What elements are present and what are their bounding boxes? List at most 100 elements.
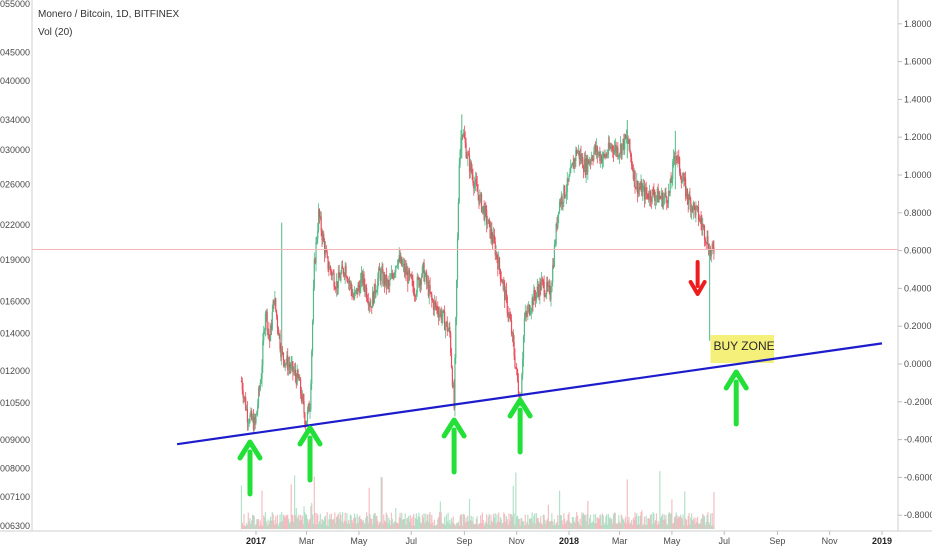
- volume-bar: [291, 514, 293, 529]
- volume-bar: [564, 519, 566, 529]
- volume-bar: [277, 525, 279, 529]
- volume-bar: [540, 516, 542, 529]
- candle-body: [272, 300, 274, 312]
- candle-body: [606, 154, 609, 156]
- volume-bar: [528, 518, 531, 529]
- candle-body: [290, 363, 292, 369]
- volume-bar: [427, 521, 429, 529]
- candle-body: [622, 139, 624, 145]
- volume-bar: [463, 514, 465, 529]
- volume-bar: [411, 525, 413, 529]
- candle-body: [419, 279, 421, 287]
- candle-body: [658, 196, 660, 203]
- volume-bar: [512, 485, 514, 529]
- volume-bar: [712, 525, 714, 529]
- candle-body: [584, 159, 586, 175]
- volume-bar: [643, 516, 646, 529]
- volume-bar: [484, 523, 486, 529]
- volume-bar: [665, 515, 667, 529]
- candle-body: [495, 252, 497, 256]
- volume-bar: [582, 512, 585, 529]
- volume-bar: [705, 521, 707, 529]
- candle-body: [691, 206, 694, 212]
- candle-body: [527, 308, 529, 315]
- candle-body: [393, 273, 395, 279]
- volume-bar: [530, 518, 532, 529]
- volume-bar: [674, 515, 676, 529]
- volume-bar: [319, 513, 321, 529]
- volume-bar: [543, 514, 545, 529]
- candle-body: [545, 293, 547, 297]
- candle-body: [525, 312, 527, 314]
- candle-body: [345, 266, 347, 277]
- candle-body: [593, 151, 595, 160]
- candle-body: [270, 325, 273, 330]
- candle-body: [372, 292, 374, 308]
- volume-bar: [426, 520, 428, 529]
- volume-bar: [701, 517, 703, 529]
- candle-body: [557, 214, 559, 228]
- volume-bar: [608, 518, 610, 529]
- volume-bar: [546, 518, 549, 529]
- volume-bar: [265, 521, 267, 529]
- candle-body: [265, 311, 267, 315]
- volume-bar: [511, 516, 514, 529]
- volume-bar: [309, 518, 311, 529]
- candle-body: [262, 340, 264, 366]
- candle-body: [682, 180, 684, 182]
- volume-bar: [649, 519, 651, 529]
- candle-body: [579, 153, 581, 160]
- candle-body: [362, 274, 364, 284]
- candle-body: [277, 327, 279, 336]
- candle-body: [507, 313, 509, 316]
- candle-body: [293, 369, 296, 372]
- candle-body: [528, 305, 531, 315]
- volume-bar: [588, 524, 590, 529]
- candle-body: [602, 153, 604, 159]
- volume-bar: [677, 518, 679, 529]
- candle-body: [582, 156, 584, 169]
- volume-bar: [661, 515, 663, 529]
- volume-bar: [429, 512, 431, 529]
- candle-body: [586, 158, 588, 173]
- volume-bar: [602, 515, 604, 529]
- volume-bar: [624, 516, 627, 529]
- candle-body: [480, 194, 483, 212]
- candle-body: [445, 321, 447, 325]
- volume-bar: [600, 514, 602, 529]
- volume-bar: [393, 522, 395, 529]
- candle-body: [292, 361, 294, 373]
- volume-bar: [326, 512, 328, 529]
- volume-bar: [464, 522, 466, 529]
- volume-bar: [448, 523, 450, 529]
- volume-bar: [610, 519, 612, 529]
- volume-bar: [516, 515, 519, 529]
- volume-bar: [599, 515, 601, 529]
- volume-bar: [468, 521, 470, 529]
- volume-bar: [573, 520, 575, 529]
- volume-bar: [554, 525, 556, 529]
- candle-body: [282, 352, 285, 360]
- volume-bar: [372, 514, 375, 529]
- volume-bar: [709, 513, 712, 529]
- candle-body: [336, 281, 339, 289]
- candle-body: [656, 188, 658, 196]
- left-tick-label: 0.010500: [0, 398, 30, 408]
- volume-bar: [461, 514, 463, 529]
- volume-bar: [703, 515, 705, 529]
- volume-bar: [254, 525, 256, 529]
- volume-bar: [432, 525, 435, 529]
- candle-body: [351, 289, 353, 297]
- candle-body: [498, 257, 500, 270]
- volume-bar: [568, 512, 570, 529]
- volume-bar: [606, 524, 609, 529]
- candle-body: [627, 138, 629, 144]
- candle-body: [678, 156, 680, 158]
- right-tick-label: -0.8000: [904, 510, 932, 520]
- candle-body: [621, 144, 623, 155]
- volume-bar: [577, 521, 580, 529]
- volume-bar: [622, 519, 624, 529]
- candle-body: [456, 238, 459, 281]
